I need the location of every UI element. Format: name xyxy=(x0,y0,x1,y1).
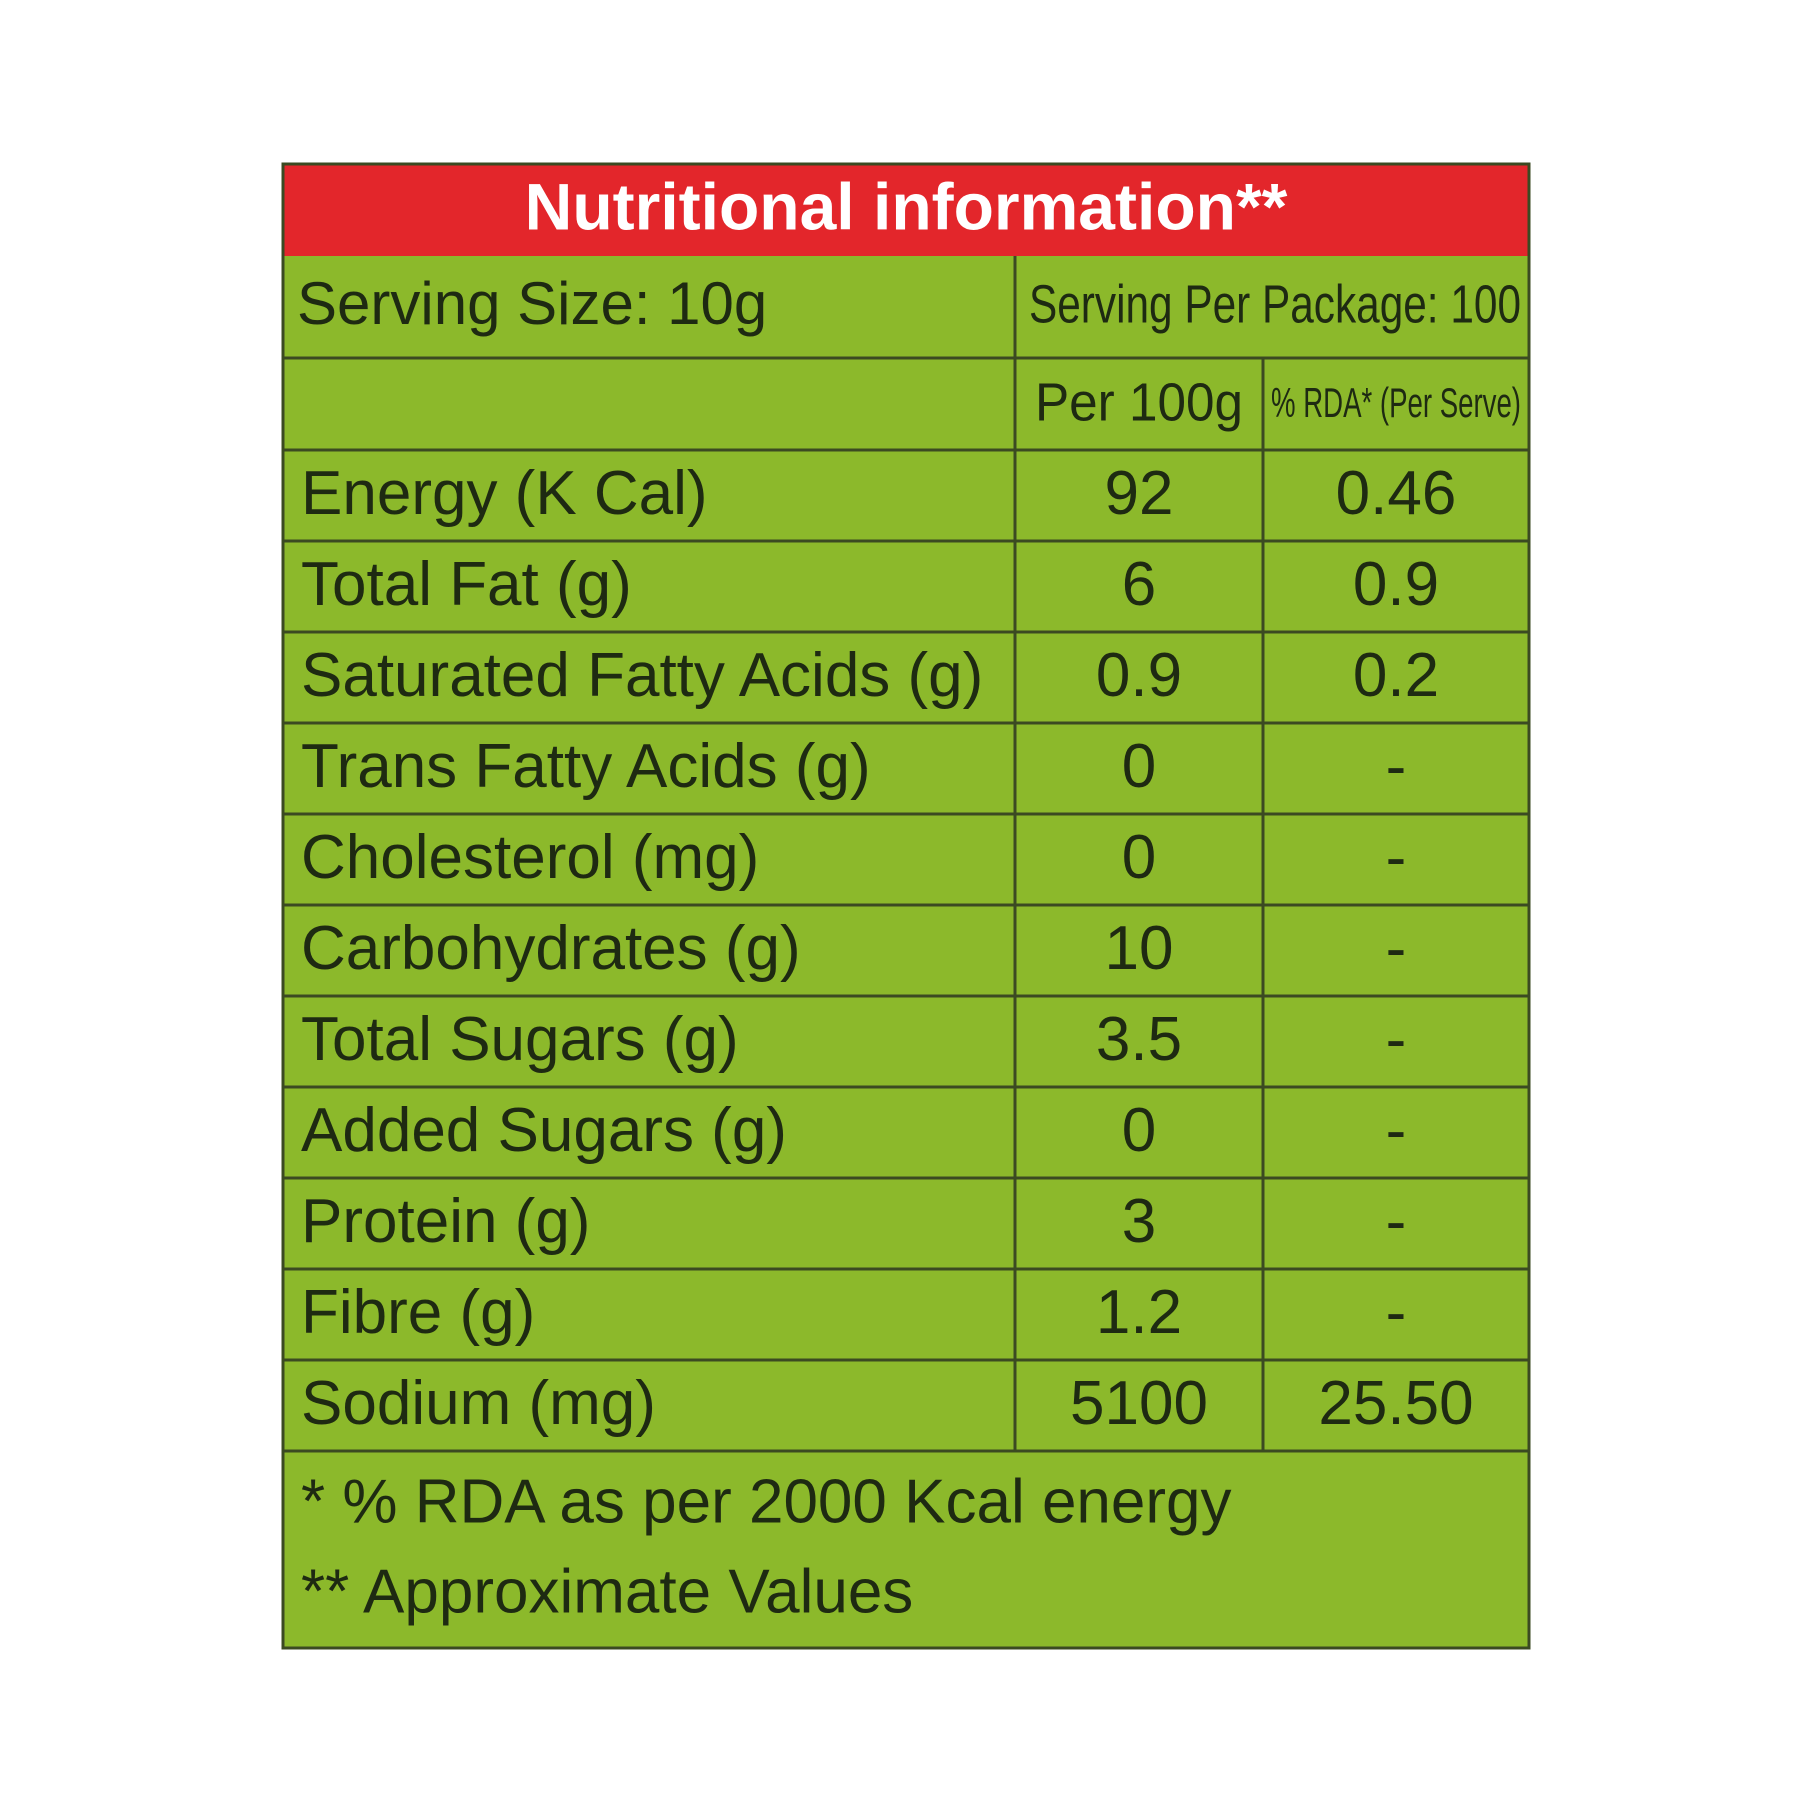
rda-value: - xyxy=(1386,823,1407,892)
per-100g-value: 5100 xyxy=(1070,1369,1208,1438)
title-band xyxy=(283,164,1529,256)
table-border xyxy=(281,162,1531,1650)
rda-value: - xyxy=(1386,1187,1407,1256)
column-header: % RDA* (Per Serve) xyxy=(1271,379,1521,426)
nutrient-name: Total Sugars (g) xyxy=(301,1005,739,1074)
rda-value: 0.2 xyxy=(1353,641,1439,710)
nutrient-name: Sodium (mg) xyxy=(301,1369,656,1438)
nutrient-name: Saturated Fatty Acids (g) xyxy=(301,641,983,710)
nutrient-name: Cholesterol (mg) xyxy=(301,823,759,892)
rda-value: 0.46 xyxy=(1336,459,1457,528)
rda-value: - xyxy=(1386,1005,1407,1074)
serving-per-package: Serving Per Package: 100 xyxy=(1029,274,1521,334)
per-100g-value: 1.2 xyxy=(1096,1278,1182,1347)
per-100g-value: 92 xyxy=(1105,459,1174,528)
nutrient-name: Protein (g) xyxy=(301,1187,590,1256)
rda-value: - xyxy=(1386,1278,1407,1347)
rda-value: 0.9 xyxy=(1353,550,1439,619)
nutrient-name: Added Sugars (g) xyxy=(301,1096,787,1165)
nutrient-name: Energy (K Cal) xyxy=(301,459,708,528)
rda-value: - xyxy=(1386,732,1407,801)
footnote: * % RDA as per 2000 Kcal energy xyxy=(301,1467,1232,1536)
table-body xyxy=(283,256,1529,1648)
per-100g-value: 6 xyxy=(1122,550,1156,619)
serving-size: Serving Size: 10g xyxy=(297,270,767,337)
per-100g-value: 3 xyxy=(1122,1187,1156,1256)
column-header: Per 100g xyxy=(1035,372,1243,432)
per-100g-value: 3.5 xyxy=(1096,1005,1182,1074)
rda-value: 25.50 xyxy=(1318,1369,1473,1438)
per-100g-value: 0 xyxy=(1122,732,1156,801)
rda-value: - xyxy=(1386,1096,1407,1165)
per-100g-value: 10 xyxy=(1105,914,1174,983)
per-100g-value: 0 xyxy=(1122,823,1156,892)
title: Nutritional information** xyxy=(525,169,1288,243)
nutrient-name: Trans Fatty Acids (g) xyxy=(301,732,871,801)
nutrient-name: Total Fat (g) xyxy=(301,550,632,619)
per-100g-value: 0 xyxy=(1122,1096,1156,1165)
rda-value: - xyxy=(1386,914,1407,983)
nutrient-name: Carbohydrates (g) xyxy=(301,914,801,983)
footnote: ** Approximate Values xyxy=(301,1557,913,1626)
per-100g-value: 0.9 xyxy=(1096,641,1182,710)
nutrient-name: Fibre (g) xyxy=(301,1278,535,1347)
